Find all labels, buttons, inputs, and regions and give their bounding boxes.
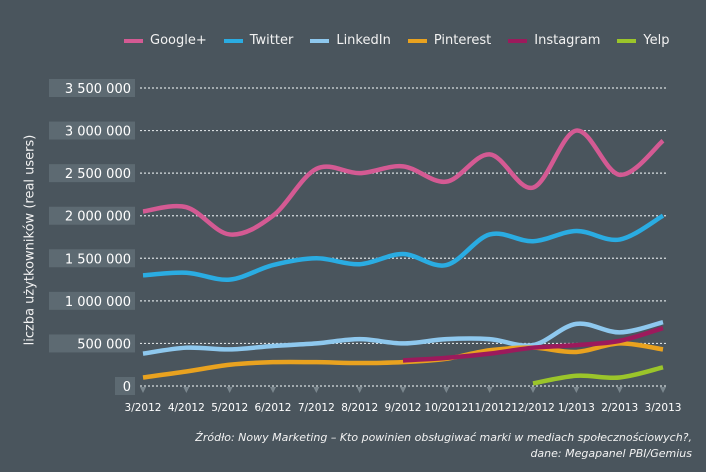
x-tick-label: 11/2012 (468, 402, 512, 414)
y-tick-box (115, 377, 135, 395)
y-tick-box (49, 291, 135, 310)
x-tick-mark (270, 387, 276, 393)
x-tick-label: 9/2012 (385, 402, 422, 414)
legend-item: Google+ (124, 33, 207, 48)
x-tick-mark (183, 387, 190, 393)
y-tick-label: 2 000 000 (65, 210, 131, 225)
series-line-twitter (142, 213, 665, 282)
y-tick-label: 3 500 000 (65, 82, 131, 97)
x-tick-mark (140, 387, 146, 393)
y-tick-label: 0 (123, 380, 131, 395)
legend-item: Twitter (223, 33, 294, 48)
legend-swatch (407, 38, 427, 43)
chart-legend: Google+ Twitter LinkedIn Pinterest Instagram… (124, 33, 686, 48)
legend-label: LinkedIn (336, 33, 391, 48)
x-tick-mark (530, 387, 536, 393)
source-line-2: dane: Megapanel PBI/Gemius (530, 447, 692, 460)
legend-label: Yelp (643, 33, 670, 48)
y-tick-box (49, 164, 135, 183)
legend-label: Pinterest (433, 33, 492, 48)
x-tick-mark (313, 387, 320, 393)
y-tick-box (49, 249, 135, 268)
x-tick-label: 10/2012 (425, 402, 469, 414)
x-tick-mark (616, 387, 623, 393)
legend-label: Google+ (150, 33, 207, 48)
y-tick-label: 2 500 000 (65, 167, 131, 182)
series-line-google (142, 128, 665, 237)
y-tick-box (49, 206, 135, 225)
legend-swatch (223, 38, 243, 43)
legend-item: Yelp (617, 33, 669, 48)
series-line-pinterest (142, 341, 664, 380)
legend-swatch (617, 38, 637, 43)
x-tick-label: 8/2012 (341, 402, 378, 414)
x-tick-label: 6/2012 (255, 402, 292, 414)
series-line-linkedin (142, 319, 664, 356)
legend-swatch (508, 38, 528, 43)
x-tick-label: 3/2013 (645, 402, 682, 414)
x-tick-mark (226, 387, 233, 393)
legend-swatch (124, 38, 143, 43)
x-tick-label: 4/2012 (168, 402, 205, 414)
x-tick-label: 1/2013 (558, 402, 595, 414)
x-tick-label: 12/2012 (511, 402, 555, 414)
legend-item: LinkedIn (310, 33, 391, 48)
x-tick-label: 5/2012 (211, 402, 248, 414)
y-tick-box (49, 334, 135, 353)
x-tick-mark (443, 387, 450, 393)
series-line-yelp (532, 365, 664, 386)
legend-label: Instagram (534, 33, 601, 48)
y-tick-box (49, 121, 135, 140)
legend-item: Pinterest (407, 33, 492, 48)
y-tick-label: 500 000 (77, 337, 131, 352)
x-tick-mark (573, 387, 580, 393)
y-tick-label: 3 000 000 (65, 125, 131, 140)
x-tick-label: 2/2013 (601, 402, 638, 414)
x-tick-mark (660, 387, 666, 393)
y-tick-label: 1 000 000 (65, 295, 131, 310)
legend-swatch (310, 38, 330, 43)
x-tick-mark (486, 387, 493, 393)
legend-item: Instagram (508, 33, 600, 48)
source-note: Źródło: Nowy Marketing – Kto powinien ob… (195, 430, 692, 462)
source-line-1: Źródło: Nowy Marketing – Kto powinien ob… (195, 431, 692, 444)
series-line-instagram (402, 325, 664, 363)
x-tick-label: 7/2012 (298, 402, 335, 414)
x-tick-label: 3/2012 (125, 402, 162, 414)
y-tick-box (49, 79, 135, 97)
x-tick-mark (400, 387, 406, 393)
x-tick-mark (356, 387, 363, 393)
legend-label: Twitter (249, 33, 294, 48)
y-tick-label: 1 500 000 (65, 252, 131, 267)
